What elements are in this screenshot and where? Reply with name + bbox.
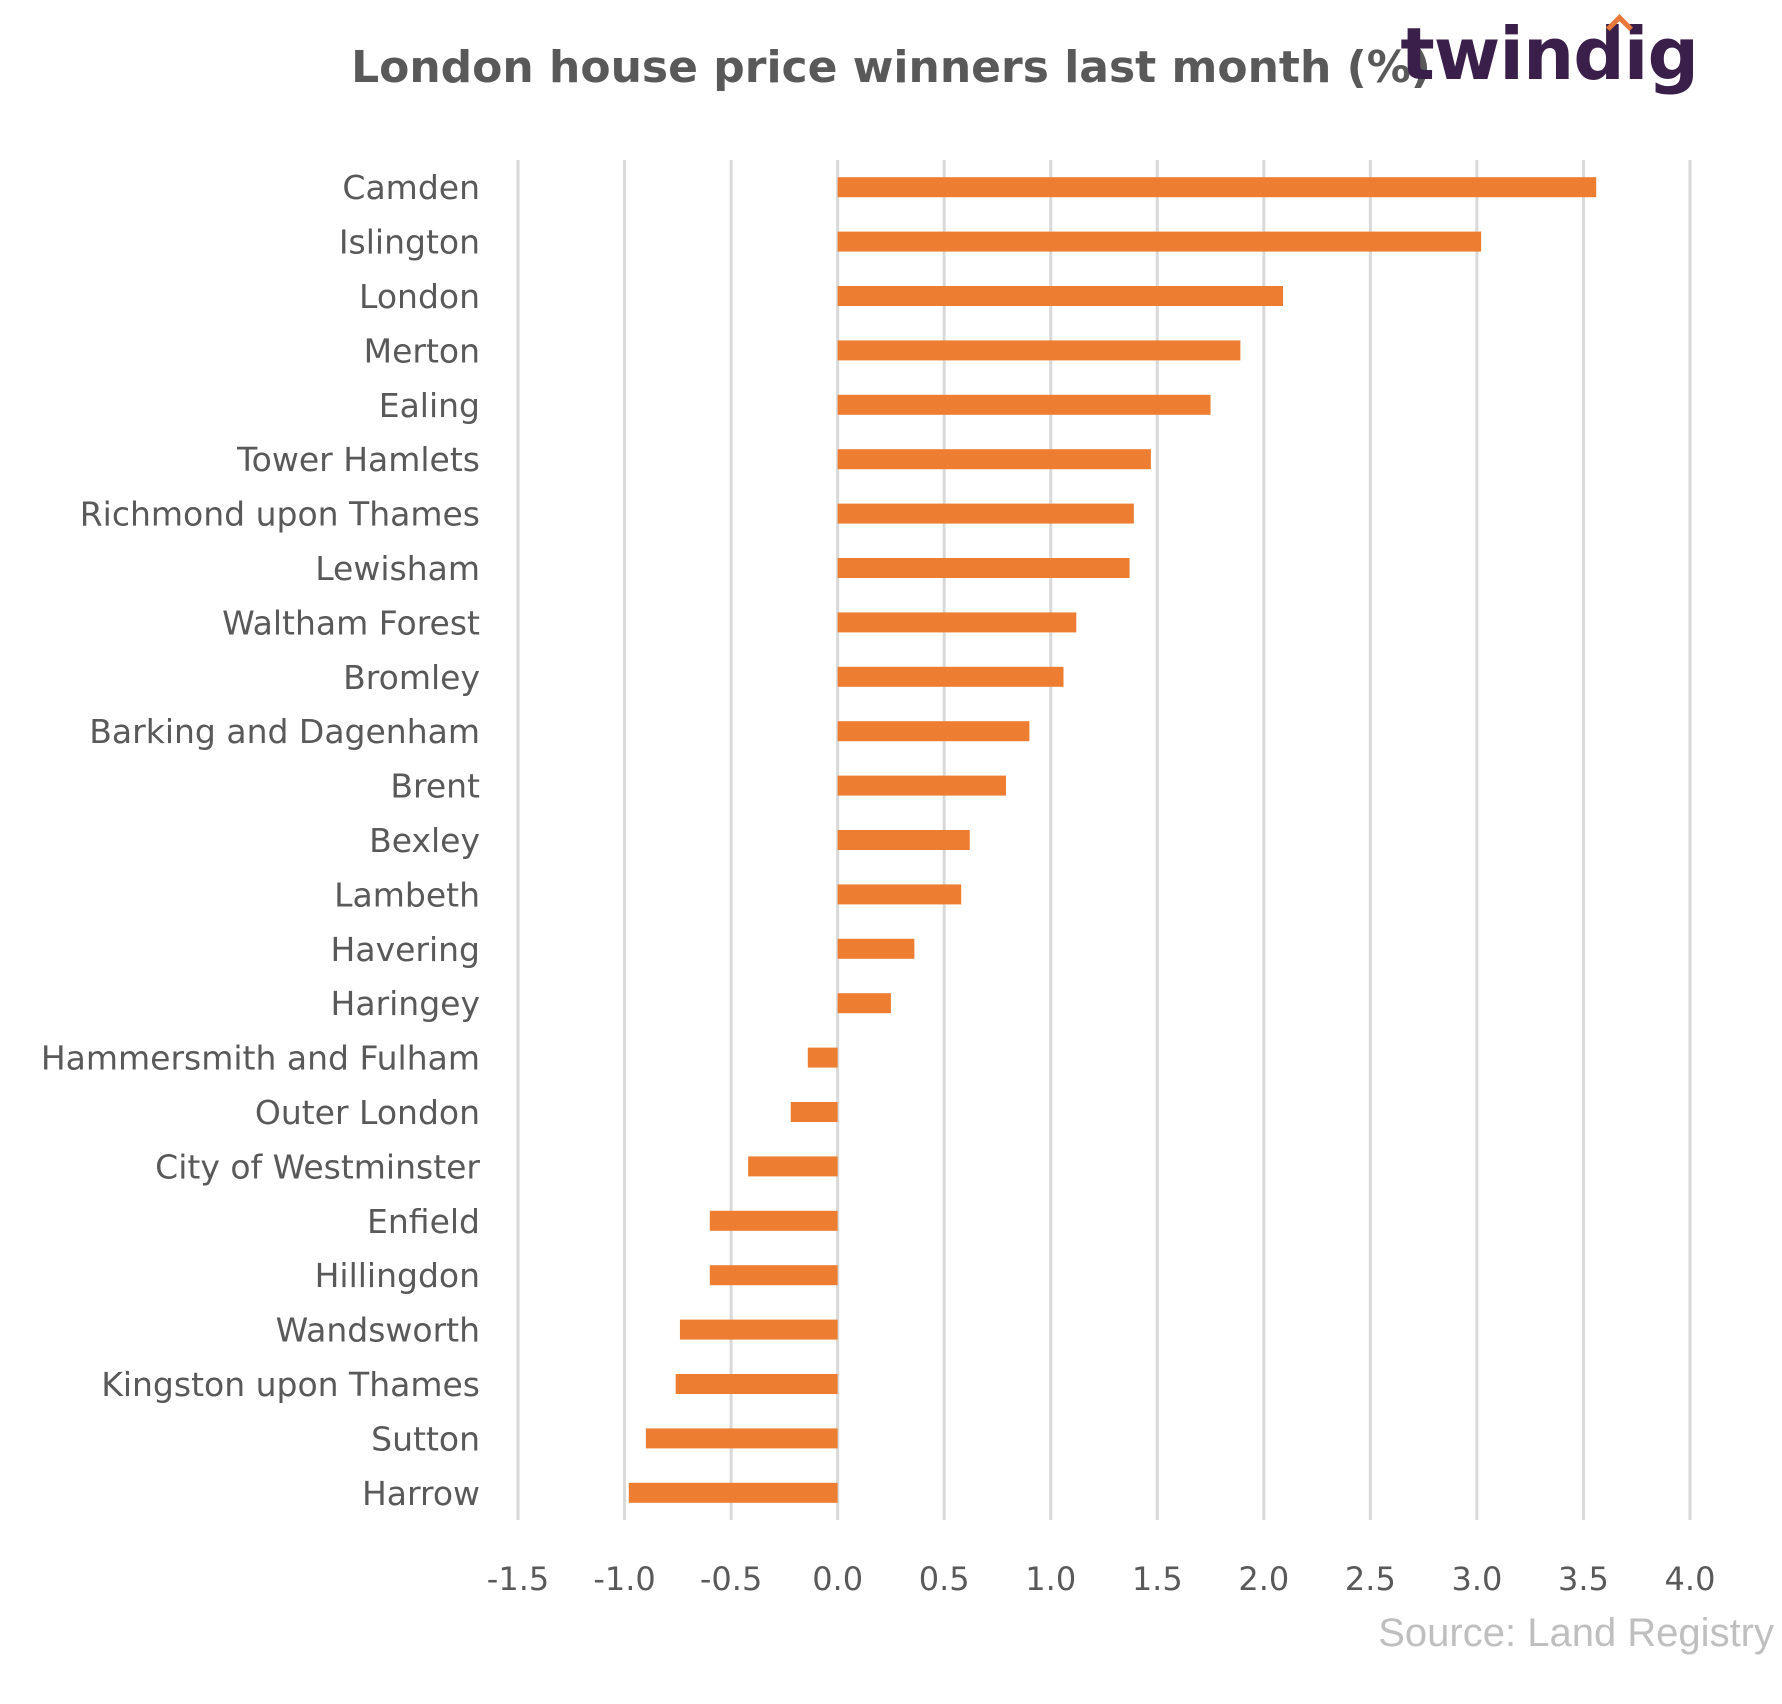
category-label: Islington xyxy=(339,223,480,262)
bar-lambeth xyxy=(837,884,962,905)
x-tick-label: 2.5 xyxy=(1345,1560,1396,1598)
bar-hillingdon xyxy=(709,1265,838,1286)
bar-city-of-westminster xyxy=(748,1156,838,1177)
bar-brent xyxy=(837,775,1006,796)
bar-kingston-upon-thames xyxy=(675,1374,838,1394)
bar-havering xyxy=(837,938,915,959)
bar-sutton xyxy=(645,1428,838,1449)
bar-london xyxy=(837,286,1283,306)
x-tick-label: 2.0 xyxy=(1238,1560,1289,1598)
category-label: Wandsworth xyxy=(276,1311,480,1350)
chart-title: London house price winners last month (%… xyxy=(351,42,1431,93)
category-label: Hillingdon xyxy=(315,1256,480,1295)
brand-logo: twindig xyxy=(1400,12,1699,96)
category-label: Kingston upon Thames xyxy=(101,1365,480,1404)
category-label: Haringey xyxy=(331,984,480,1023)
x-tick-label: 0.5 xyxy=(919,1560,970,1598)
bar-harrow xyxy=(628,1482,838,1503)
category-label: Camden xyxy=(342,168,480,207)
category-label: Outer London xyxy=(255,1093,480,1132)
bar-merton xyxy=(837,340,1241,361)
bar-lewisham xyxy=(837,558,1130,578)
category-label: Bromley xyxy=(343,658,480,697)
bar-outer-london xyxy=(790,1102,838,1122)
category-label: Barking and Dagenham xyxy=(89,712,480,751)
category-label: Richmond upon Thames xyxy=(80,495,480,534)
x-tick-label: 1.0 xyxy=(1025,1560,1076,1598)
source-note: Source: Land Registry xyxy=(1378,1611,1774,1655)
category-label: Ealing xyxy=(379,386,480,425)
bar-waltham-forest xyxy=(837,612,1077,633)
category-label: Waltham Forest xyxy=(222,603,480,642)
category-label: Bexley xyxy=(369,821,480,860)
category-label: London xyxy=(359,277,480,316)
bar-ealing xyxy=(837,394,1211,415)
category-label: Hammersmith and Fulham xyxy=(41,1039,480,1078)
category-label: Merton xyxy=(364,331,480,370)
category-label: Lambeth xyxy=(334,875,480,914)
x-tick-label: -1.5 xyxy=(487,1560,549,1598)
category-label: Havering xyxy=(331,930,480,969)
bar-bexley xyxy=(837,830,970,850)
bar-bromley xyxy=(837,666,1064,687)
category-label: Lewisham xyxy=(315,549,480,588)
x-tick-label: -1.0 xyxy=(593,1560,655,1598)
bar-barking-and-dagenham xyxy=(837,721,1030,742)
x-tick-label: 4.0 xyxy=(1665,1560,1716,1598)
category-label: City of Westminster xyxy=(155,1147,480,1186)
bar-wandsworth xyxy=(679,1319,838,1340)
bar-enfield xyxy=(709,1210,838,1231)
bar-richmond-upon-thames xyxy=(837,503,1134,524)
bar-tower-hamlets xyxy=(837,449,1151,470)
x-tick-label: 1.5 xyxy=(1132,1560,1183,1598)
bar-hammersmith-and-fulham xyxy=(807,1047,838,1068)
x-tick-label: 3.5 xyxy=(1558,1560,1609,1598)
category-label: Brent xyxy=(390,767,480,806)
bar-camden xyxy=(837,177,1597,198)
category-label: Tower Hamlets xyxy=(236,440,480,479)
x-tick-label: 3.0 xyxy=(1451,1560,1502,1598)
x-tick-label: 0.0 xyxy=(812,1560,863,1598)
category-label: Enfield xyxy=(367,1202,480,1241)
bar-islington xyxy=(837,231,1482,252)
category-label: Sutton xyxy=(371,1419,480,1458)
x-tick-label: -0.5 xyxy=(700,1560,762,1598)
bar-haringey xyxy=(837,993,891,1014)
category-label: Harrow xyxy=(362,1474,480,1513)
